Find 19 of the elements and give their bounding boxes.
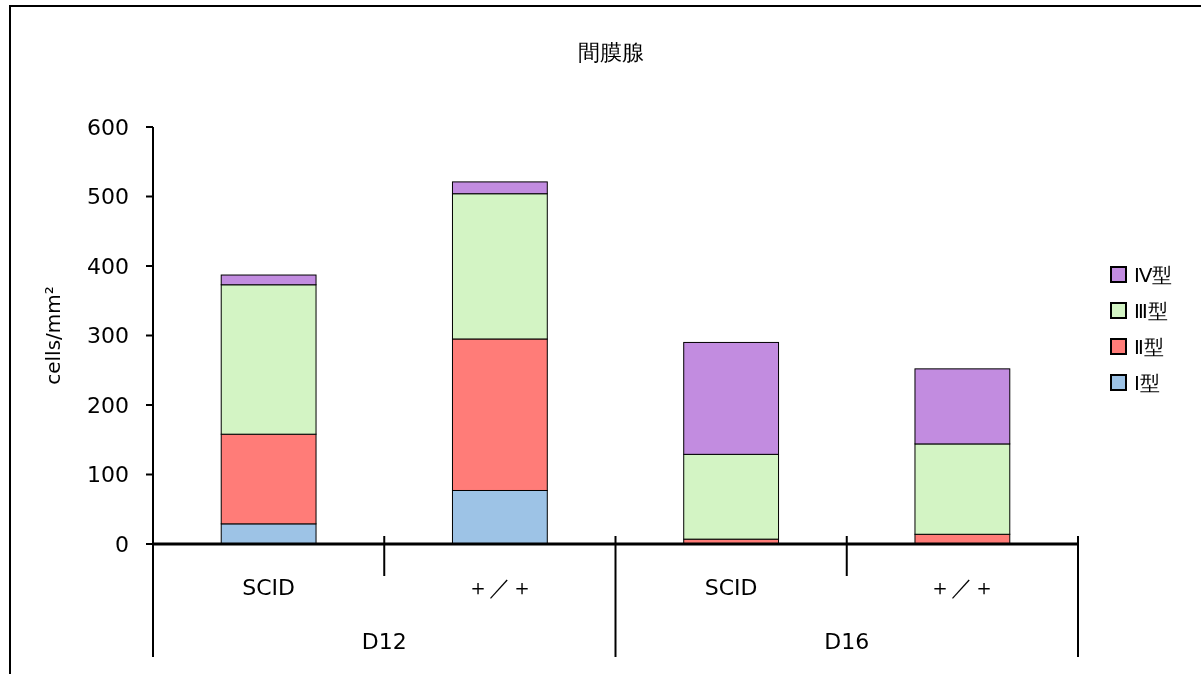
- text: D12: [361, 628, 407, 654]
- x-tick-label: SCID: [704, 574, 758, 600]
- y-axis-title: cells/mm²: [41, 286, 65, 385]
- y-tick-label: 0: [115, 531, 129, 557]
- legend-label: Ⅰ型: [1134, 371, 1160, 395]
- legend-label: Ⅲ型: [1134, 299, 1168, 323]
- legend-label: Ⅳ型: [1134, 263, 1173, 287]
- x-tick-label: ＋／＋: [466, 574, 533, 600]
- y-tick-label: 600: [87, 114, 129, 140]
- y-tick-label: 500: [87, 184, 129, 210]
- text: D16: [824, 628, 870, 654]
- y-tick-label: 400: [87, 253, 129, 279]
- chart-title: 間膜腺: [578, 40, 644, 65]
- y-tick-label: 200: [87, 392, 129, 418]
- legend-label: Ⅱ型: [1134, 335, 1164, 359]
- x-tick-label: SCID: [242, 574, 296, 600]
- y-tick-label: 300: [87, 323, 129, 349]
- y-tick-label: 100: [87, 462, 129, 488]
- x-tick-label: ＋／＋: [929, 574, 996, 600]
